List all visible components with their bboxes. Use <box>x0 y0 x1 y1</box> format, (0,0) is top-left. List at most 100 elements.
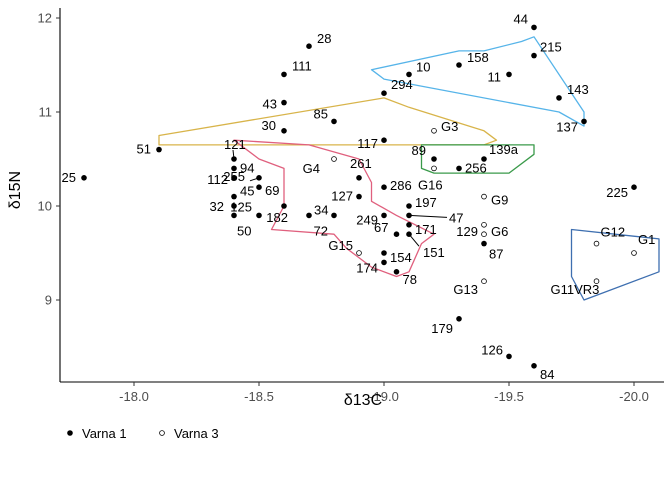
data-point-varna1 <box>231 193 237 200</box>
data-point-varna1 <box>531 52 537 59</box>
y-tick-label: 11 <box>39 105 53 120</box>
data-point-varna1 <box>481 156 487 162</box>
point-label: 294 <box>391 77 413 92</box>
legend-marker-varna3 <box>159 430 165 436</box>
data-point-varna3 <box>481 193 487 200</box>
data-point-varna1 <box>531 24 537 31</box>
point-label: 256 <box>465 160 487 175</box>
point-label: 32 <box>210 199 224 214</box>
label-leader-line <box>408 233 420 247</box>
data-point-varna1 <box>581 118 587 125</box>
point-label: G16 <box>418 177 443 192</box>
point-label: 72 <box>314 223 328 238</box>
legend-label: Varna 1 <box>82 426 127 441</box>
data-point-varna1 <box>381 184 387 190</box>
data-point-varna1 <box>456 165 462 172</box>
x-tick-label: -18.5 <box>244 389 274 404</box>
point-label: 87 <box>489 247 503 262</box>
point-label: 139a <box>489 142 519 157</box>
data-point-varna3 <box>481 222 487 228</box>
point-label: G9 <box>491 193 508 208</box>
x-tick-label: -20.0 <box>619 389 649 404</box>
point-label: G1 <box>638 232 655 247</box>
point-label: 117 <box>357 136 378 151</box>
data-point-varna1 <box>231 175 237 181</box>
point-label: 44 <box>514 11 528 26</box>
point-label: 126 <box>481 342 503 357</box>
label-leader-line <box>249 177 260 182</box>
point-label: 121 <box>224 137 246 152</box>
point-label: 43 <box>263 97 277 112</box>
point-label: 174 <box>356 260 378 275</box>
point-label: 85 <box>314 106 328 121</box>
data-point-varna1 <box>393 269 400 275</box>
point-label: 215 <box>540 40 562 55</box>
x-tick-label: -19.5 <box>494 389 524 404</box>
data-point-varna1 <box>356 193 362 200</box>
point-label: 249 <box>356 212 378 227</box>
y-tick-label: 9 <box>45 293 52 308</box>
point-label: 112 <box>207 172 228 187</box>
data-point-varna1 <box>256 184 262 190</box>
data-point-varna3 <box>331 156 337 162</box>
group-hull <box>158 97 498 146</box>
data-point-varna1 <box>281 71 287 78</box>
point-label: 28 <box>317 31 331 46</box>
legend-label: Varna 3 <box>174 426 219 441</box>
point-label: 84 <box>540 367 554 382</box>
data-point-varna1 <box>431 156 437 162</box>
data-point-varna1 <box>356 175 362 181</box>
point-label: 286 <box>390 178 412 193</box>
data-point-varna1 <box>381 90 387 96</box>
y-tick-label: 12 <box>38 11 52 26</box>
point-label: 111 <box>292 58 312 73</box>
data-point-varna3 <box>481 278 487 285</box>
point-label: 11 <box>488 69 502 84</box>
point-label: 125 <box>230 199 252 214</box>
point-label: 143 <box>567 82 589 97</box>
legend: Varna 1 Varna 3 <box>67 426 219 441</box>
data-point-varna1 <box>531 363 537 369</box>
data-point-varna1 <box>406 71 412 78</box>
group-hull <box>233 139 435 278</box>
data-point-varna1 <box>231 212 237 219</box>
data-point-varna1 <box>506 353 512 360</box>
data-point-varna3 <box>431 128 437 134</box>
point-label: 197 <box>415 195 437 210</box>
data-point-varna1 <box>393 231 400 237</box>
point-label: 171 <box>415 222 437 237</box>
data-point-varna1 <box>631 184 637 190</box>
x-tick-label: -19.0 <box>369 389 399 404</box>
data-point-varna1 <box>456 316 462 322</box>
group-hull <box>370 36 585 127</box>
data-point-varna1 <box>281 203 287 209</box>
data-point-varna1 <box>481 240 487 247</box>
point-label: 47 <box>449 210 463 225</box>
y-tick-label: 10 <box>38 199 52 214</box>
data-point-varna3 <box>356 250 362 256</box>
point-label: 67 <box>374 220 388 235</box>
point-label: 34 <box>314 202 328 217</box>
data-point-varna1 <box>381 137 387 143</box>
point-label: 154 <box>390 250 412 265</box>
point-label: 51 <box>137 142 151 157</box>
point-label: 129 <box>456 224 478 239</box>
data-point-varna1 <box>556 95 562 101</box>
point-label: G11VR3 <box>551 282 600 297</box>
data-point-varna1 <box>81 175 87 181</box>
point-label: 225 <box>606 185 628 200</box>
data-point-varna1 <box>231 203 237 209</box>
data-point-varna1 <box>231 165 237 172</box>
data-point-varna1 <box>281 99 287 106</box>
point-label: 151 <box>423 245 445 260</box>
point-label: 25 <box>62 170 76 185</box>
label-leader-line <box>408 214 448 218</box>
point-label: 158 <box>467 50 489 65</box>
data-point-varna1 <box>381 250 387 256</box>
data-point-varna3 <box>481 231 487 238</box>
data-point-varna1 <box>281 128 287 134</box>
data-point-varna3 <box>593 278 600 285</box>
data-point-varna1 <box>406 203 412 209</box>
data-point-varna1 <box>406 222 412 228</box>
